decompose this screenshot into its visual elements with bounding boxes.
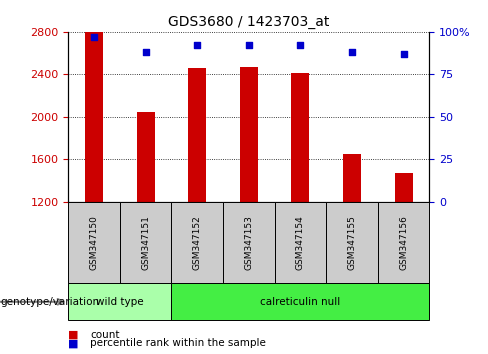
Point <box>400 51 407 57</box>
Text: GSM347156: GSM347156 <box>399 215 408 270</box>
Point <box>142 50 150 55</box>
Bar <box>120 202 171 283</box>
Point <box>90 34 98 40</box>
Bar <box>291 73 309 202</box>
Text: count: count <box>90 330 120 339</box>
Bar <box>343 154 361 202</box>
Text: GSM347151: GSM347151 <box>141 215 150 270</box>
Bar <box>378 202 429 283</box>
Point <box>193 42 201 48</box>
Bar <box>223 202 275 283</box>
Bar <box>68 283 171 320</box>
Bar <box>395 173 413 202</box>
Bar <box>326 202 378 283</box>
Text: ■: ■ <box>68 330 79 339</box>
Text: GSM347154: GSM347154 <box>296 215 305 270</box>
Bar <box>68 202 120 283</box>
Text: ■: ■ <box>68 338 79 348</box>
Bar <box>188 68 206 202</box>
Text: GSM347153: GSM347153 <box>244 215 253 270</box>
Bar <box>137 112 155 202</box>
Text: calreticulin null: calreticulin null <box>260 297 341 307</box>
Text: GSM347155: GSM347155 <box>347 215 357 270</box>
Text: wild type: wild type <box>96 297 144 307</box>
Text: percentile rank within the sample: percentile rank within the sample <box>90 338 266 348</box>
Point <box>297 42 305 48</box>
Text: GSM347150: GSM347150 <box>90 215 99 270</box>
Bar <box>240 67 258 202</box>
Point <box>348 50 356 55</box>
Bar <box>85 32 103 202</box>
Bar <box>171 202 223 283</box>
Bar <box>171 283 429 320</box>
Title: GDS3680 / 1423703_at: GDS3680 / 1423703_at <box>168 16 329 29</box>
Point <box>245 42 253 48</box>
Text: genotype/variation: genotype/variation <box>0 297 99 307</box>
Bar <box>275 202 326 283</box>
Text: GSM347152: GSM347152 <box>193 215 202 270</box>
